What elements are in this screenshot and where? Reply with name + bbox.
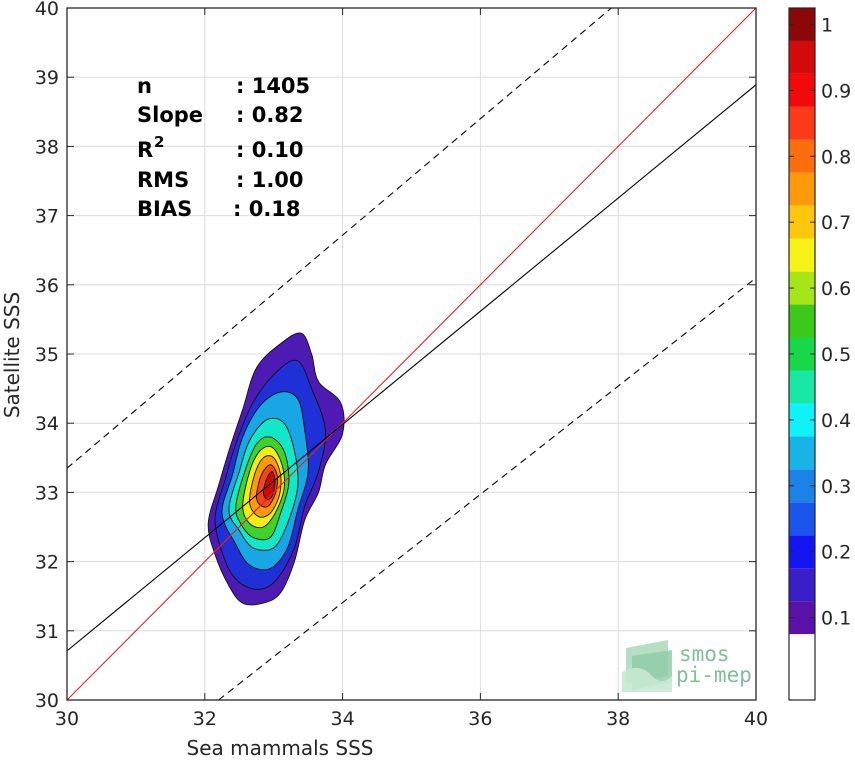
reference-lines — [66, 7, 757, 701]
colorbar-bin — [789, 304, 815, 338]
colorbar-tick-label: 0.5 — [821, 344, 851, 366]
identity-line — [66, 7, 757, 701]
logo-text-line2: pi-mep — [676, 663, 752, 687]
colorbar-tick-label: 0.7 — [821, 212, 851, 234]
x-tick-label: 32 — [193, 708, 217, 730]
y-tick-label: 36 — [35, 275, 59, 297]
colorbar-bin — [789, 40, 815, 74]
x-tick-label: 30 — [55, 708, 79, 730]
colorbar-tick-label: 0.9 — [821, 80, 851, 102]
grid — [66, 7, 757, 701]
colorbar-tick-label: 0.1 — [821, 608, 851, 630]
colorbar-bin — [789, 502, 815, 536]
y-tick-label: 38 — [35, 136, 59, 158]
colorbar-tick-label: 1 — [821, 14, 833, 36]
stat-value-slope: : 0.82 — [236, 103, 304, 127]
colorbar-bin — [789, 106, 815, 140]
colorbar-bin — [789, 634, 815, 700]
y-tick-label: 32 — [35, 552, 59, 574]
stat-label-slope: Slope — [137, 103, 203, 127]
stat-value-r2: : 0.10 — [236, 138, 304, 162]
colorbar-tick-label: 0.2 — [821, 542, 851, 564]
colorbar-tick-label: 0.6 — [821, 278, 851, 300]
y-tick-label: 33 — [35, 482, 59, 504]
y-tick-label: 35 — [35, 344, 59, 366]
stat-value-bias: : 0.18 — [233, 197, 301, 221]
y-tick-label: 40 — [35, 0, 59, 20]
colorbar-bin — [789, 370, 815, 404]
lower-bound-line — [218, 277, 757, 701]
upper-bound-line — [66, 7, 612, 469]
colorbar-bin — [789, 436, 815, 470]
logo-text-line1: smos — [679, 642, 730, 666]
smos-pi-mep-logo: smos pi-mep — [622, 640, 752, 692]
stat-value-rms: : 1.00 — [236, 168, 304, 192]
x-axis-label: Sea mammals SSS — [187, 736, 374, 760]
stat-label-r2: R — [137, 138, 153, 162]
colorbar: 0.1 0.2 0.3 0.4 0.5 0.6 0.7 0.8 0.9 1 — [788, 7, 851, 701]
stat-label-rms: RMS — [137, 168, 189, 192]
y-tick-label: 39 — [35, 67, 59, 89]
stat-value-n: : 1405 — [236, 74, 310, 98]
colorbar-tick-label: 0.8 — [821, 146, 851, 168]
y-tick-label: 31 — [35, 621, 59, 643]
stat-label-bias: BIAS — [137, 197, 192, 221]
y-tick-label: 34 — [35, 413, 59, 435]
x-tick-label: 40 — [744, 708, 768, 730]
y-tick-label: 30 — [35, 690, 59, 712]
x-tick-label: 34 — [331, 708, 355, 730]
x-tick-label: 36 — [468, 708, 492, 730]
colorbar-bin — [789, 172, 815, 206]
colorbar-bin — [789, 238, 815, 272]
stat-label-r2-superscript: 2 — [154, 133, 164, 151]
x-tick-label: 38 — [606, 708, 630, 730]
statistics-box: n : 1405 Slope : 0.82 R 2 : 0.10 RMS : 1… — [137, 74, 310, 221]
logo-wave — [622, 667, 672, 692]
regression-line — [66, 84, 757, 652]
y-tick-label: 37 — [35, 206, 59, 228]
axis-ticks: 30 32 34 36 38 40 30 31 32 33 34 35 36 37 38 39 40 — [35, 0, 768, 730]
colorbar-tick-label: 0.4 — [821, 410, 851, 432]
stat-label-n: n — [137, 74, 152, 98]
y-axis-label: Satellite SSS — [0, 292, 24, 418]
colorbar-tick-label: 0.3 — [821, 476, 851, 498]
colorbar-bin — [789, 568, 815, 602]
